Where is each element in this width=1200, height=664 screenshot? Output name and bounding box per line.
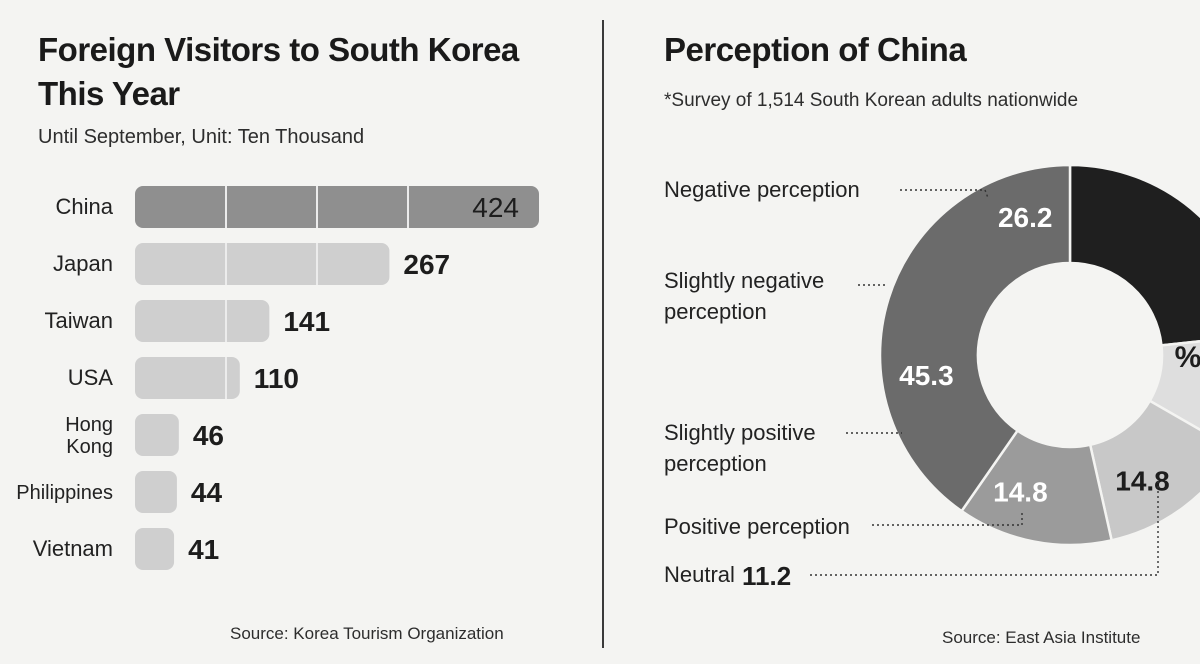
value-label-usa: 110: [254, 363, 299, 394]
category-label-japan: Japan: [53, 251, 113, 276]
slice-label-slightly-negative-perception: perception: [664, 299, 767, 324]
perception-chart-panel: Perception of China *Survey of 1,514 Sou…: [610, 0, 1200, 664]
category-label-usa: USA: [68, 365, 114, 390]
perception-chart-title: Perception of China: [664, 31, 967, 68]
value-label-vietnam: 41: [188, 534, 219, 565]
leader-line-negative-perception: [900, 189, 989, 199]
category-label-hong-kong: Hong: [65, 414, 113, 436]
visitors-chart-subtitle: Until September, Unit: Ten Thousand: [38, 126, 365, 148]
slice-label-positive-perception: Positive perception: [664, 514, 850, 539]
bar-vietnam: [135, 528, 175, 570]
slice-label-slightly-negative-perception: Slightly negative: [664, 268, 824, 293]
bar-usa: [135, 357, 240, 399]
slice-label-neutral: Neutral: [664, 562, 735, 587]
category-label-vietnam: Vietnam: [33, 536, 113, 561]
panel-divider: [602, 20, 604, 648]
visitors-source: Source: Korea Tourism Organization: [230, 624, 504, 643]
category-label-hong-kong: Kong: [66, 436, 113, 458]
value-label-japan: 267: [403, 249, 450, 280]
value-label-taiwan: 141: [283, 306, 330, 337]
bar-japan: [135, 243, 390, 285]
bar-hong-kong: [135, 414, 179, 456]
visitors-title-line-2: This Year: [38, 75, 180, 112]
category-label-china: China: [56, 194, 114, 219]
bar-china: [135, 186, 539, 228]
visitors-title-line-1: Foreign Visitors to South Korea: [38, 31, 519, 68]
category-label-taiwan: Taiwan: [45, 308, 113, 333]
slice-label-slightly-positive-perception: Slightly positive: [664, 420, 816, 445]
slice-value-negative-perception: 26.2: [998, 202, 1053, 233]
slice-negative-perception: [1068, 163, 1200, 347]
slice-value-positive-perception: 14.8: [1115, 466, 1170, 497]
value-label-hong-kong: 46: [193, 420, 224, 451]
leader-line-positive-perception: [872, 510, 1023, 526]
perception-chart-subtitle: *Survey of 1,514 South Korean adults nat…: [664, 90, 1079, 111]
slice-label-slightly-positive-perception: perception: [664, 451, 767, 476]
perception-source: Source: East Asia Institute: [942, 628, 1141, 647]
bar-taiwan: [135, 300, 270, 342]
slice-slightly-negative-perception: [878, 163, 1072, 513]
category-label-philippines: Philippines: [16, 482, 113, 504]
value-label-philippines: 44: [191, 477, 223, 508]
leader-line-neutral: [810, 478, 1159, 576]
value-label-china: 424: [472, 192, 519, 223]
visitors-chart-title: Foreign Visitors to South Korea This Yea…: [38, 28, 519, 116]
slice-value-slightly-negative-perception: 45.3: [899, 360, 954, 391]
visitors-chart-panel: Foreign Visitors to South Korea This Yea…: [16, 28, 539, 643]
slice-value-slightly-positive-perception: 14.8: [993, 476, 1048, 507]
bar-philippines: [135, 471, 177, 513]
slice-label-negative-perception: Negative perception: [664, 177, 860, 202]
slice-value-neutral: 11.2: [742, 561, 791, 591]
perception-donut-chart: 26.2 14.8 14.8 45.3% Negative perception Neut…: [664, 163, 1200, 591]
unit-label: %: [1175, 341, 1200, 374]
